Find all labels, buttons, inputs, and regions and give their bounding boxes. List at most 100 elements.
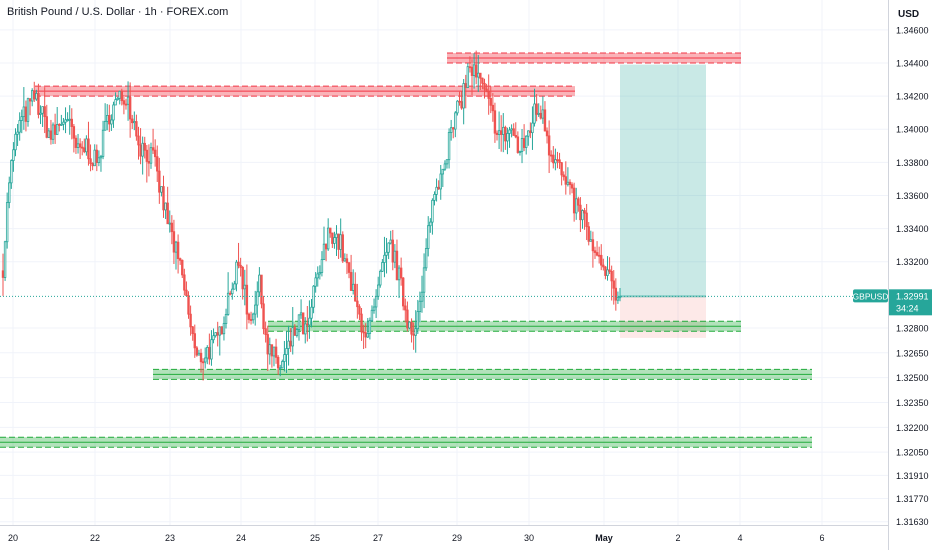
candle-down	[241, 267, 244, 290]
candle-down	[562, 174, 565, 178]
price-axis-currency: USD	[898, 9, 920, 20]
candle-up	[497, 130, 501, 135]
candle-down	[479, 72, 482, 79]
y-tick-label: 1.32050	[896, 448, 929, 458]
candle-down	[187, 295, 190, 315]
candle-down	[600, 254, 603, 266]
candle-down	[24, 106, 28, 122]
y-tick-label: 1.32500	[896, 373, 929, 383]
candle-down	[470, 66, 474, 76]
candles	[1, 50, 622, 381]
candle-down	[587, 226, 590, 242]
resistance-level-0	[447, 52, 741, 64]
candle-up	[537, 112, 540, 115]
candle-down	[324, 243, 328, 250]
candle-down	[402, 277, 405, 307]
y-tick-label: 1.34600	[896, 25, 929, 35]
candle-up	[370, 309, 374, 322]
candle-down	[341, 234, 344, 262]
candle-up	[243, 284, 246, 290]
candle-up	[462, 83, 465, 109]
candle-up	[372, 306, 376, 311]
candle-down	[608, 269, 611, 272]
price-tag-background	[889, 289, 932, 316]
candle-down	[301, 312, 305, 335]
candle-up	[531, 122, 534, 134]
candle-down	[360, 313, 363, 333]
candle-down	[276, 356, 280, 369]
candle-down	[356, 300, 359, 308]
candle-up	[445, 159, 449, 165]
candle-down	[74, 137, 78, 148]
candle-up	[285, 348, 288, 356]
candle-down	[358, 306, 361, 315]
candle-up	[606, 269, 609, 276]
price-tag-countdown: 34:24	[896, 303, 919, 313]
candle-down	[552, 154, 555, 164]
candle-up	[287, 340, 290, 349]
candle-down	[153, 149, 157, 158]
candle-down	[1, 270, 5, 278]
candle-down	[577, 198, 580, 206]
candle-down	[176, 241, 180, 260]
candle-up	[101, 129, 105, 157]
candle-down	[293, 327, 297, 336]
candle-down	[504, 126, 507, 142]
candle-down	[604, 266, 607, 276]
candle-up	[226, 292, 230, 315]
candle-down	[522, 138, 526, 148]
candle-down	[199, 352, 203, 363]
candle-up	[231, 288, 234, 295]
candle-down	[37, 93, 40, 115]
candle-up	[281, 361, 284, 369]
candle-up	[318, 272, 322, 275]
candle-down	[189, 313, 192, 328]
candle-down	[543, 109, 547, 132]
candle-up	[447, 132, 451, 161]
candle-up	[41, 106, 44, 114]
x-tick-label: 6	[819, 533, 824, 543]
candle-up	[251, 313, 255, 321]
candle-down	[239, 264, 242, 268]
candle-down	[270, 344, 274, 357]
candle-down	[485, 88, 488, 93]
candle-down	[137, 135, 140, 146]
chart-title: British Pound / U.S. Dollar · 1h · FOREX…	[7, 6, 229, 18]
candle-down	[529, 130, 532, 134]
candle-up	[106, 115, 109, 122]
candle-up	[218, 326, 221, 336]
candle-down	[237, 261, 240, 266]
candle-up	[214, 332, 217, 337]
candle-up	[339, 234, 342, 250]
candle-down	[181, 259, 184, 276]
candle-up	[439, 173, 442, 190]
candle-down	[610, 270, 613, 282]
candle-up	[326, 227, 330, 250]
candle-down	[550, 154, 553, 157]
candle-up	[508, 129, 511, 134]
y-tick-label: 1.32200	[896, 423, 929, 433]
candle-down	[201, 361, 205, 364]
candle-up	[393, 250, 397, 263]
candle-down	[579, 204, 582, 221]
candle-down	[249, 319, 253, 321]
candle-down	[570, 184, 574, 189]
price-tag-value: 1.32991	[896, 291, 929, 301]
candle-up	[299, 312, 303, 316]
candle-down	[33, 90, 36, 100]
candle-down	[558, 159, 561, 164]
candle-down	[195, 347, 199, 356]
candle-down	[193, 333, 196, 349]
candle-up	[618, 295, 622, 299]
y-tick-label: 1.33600	[896, 191, 929, 201]
candle-down	[262, 303, 265, 330]
candle-down	[535, 103, 538, 115]
candle-up	[343, 258, 347, 262]
y-tick-label: 1.31910	[896, 471, 929, 481]
candle-up	[258, 274, 261, 293]
candle-up	[10, 160, 13, 184]
candle-up	[110, 119, 113, 125]
candle-down	[560, 162, 563, 176]
x-tick-label: 24	[236, 533, 246, 543]
